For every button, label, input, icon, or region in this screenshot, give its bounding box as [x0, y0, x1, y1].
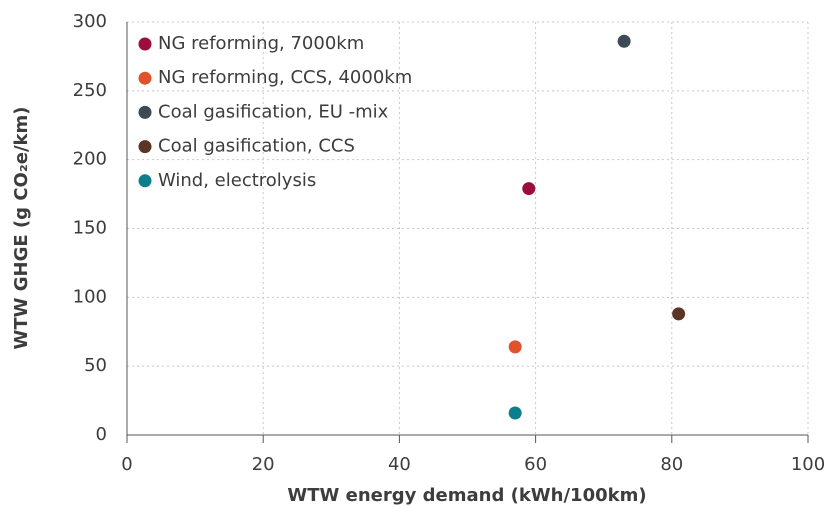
point [672, 307, 686, 321]
x-tick-label: 20 [252, 454, 275, 475]
legend-label: Wind, electrolysis [158, 170, 316, 191]
y-axis-title: WTW GHGE (g CO₂e/km) [11, 107, 32, 350]
x-tick-label: 0 [121, 454, 132, 475]
legend-marker [138, 37, 152, 51]
y-tick-label: 150 [73, 218, 107, 239]
x-axis-title: WTW energy demand (kWh/100km) [287, 485, 646, 506]
legend-label: Coal gasification, CCS [158, 136, 355, 157]
legend-label: NG reforming, 7000km [158, 33, 364, 54]
point [522, 182, 536, 196]
y-tick-label: 100 [73, 286, 107, 307]
legend-marker [138, 71, 152, 85]
legend-marker [138, 140, 152, 154]
legend-label: NG reforming, CCS, 4000km [158, 67, 412, 88]
y-tick-label: 300 [73, 11, 107, 32]
point [617, 34, 631, 48]
x-tick-label: 80 [660, 454, 683, 475]
y-tick-label: 250 [73, 80, 107, 101]
y-tick-label: 0 [96, 424, 107, 445]
y-tick-label: 50 [84, 355, 107, 376]
y-tick-label: 200 [73, 149, 107, 170]
legend-marker [138, 105, 152, 119]
x-tick-label: 60 [524, 454, 547, 475]
legend-marker [138, 174, 152, 188]
x-tick-label: 100 [791, 454, 825, 475]
legend-label: Coal gasification, EU -mix [158, 101, 389, 122]
point [508, 406, 522, 420]
point [508, 340, 522, 354]
x-tick-label: 40 [388, 454, 411, 475]
